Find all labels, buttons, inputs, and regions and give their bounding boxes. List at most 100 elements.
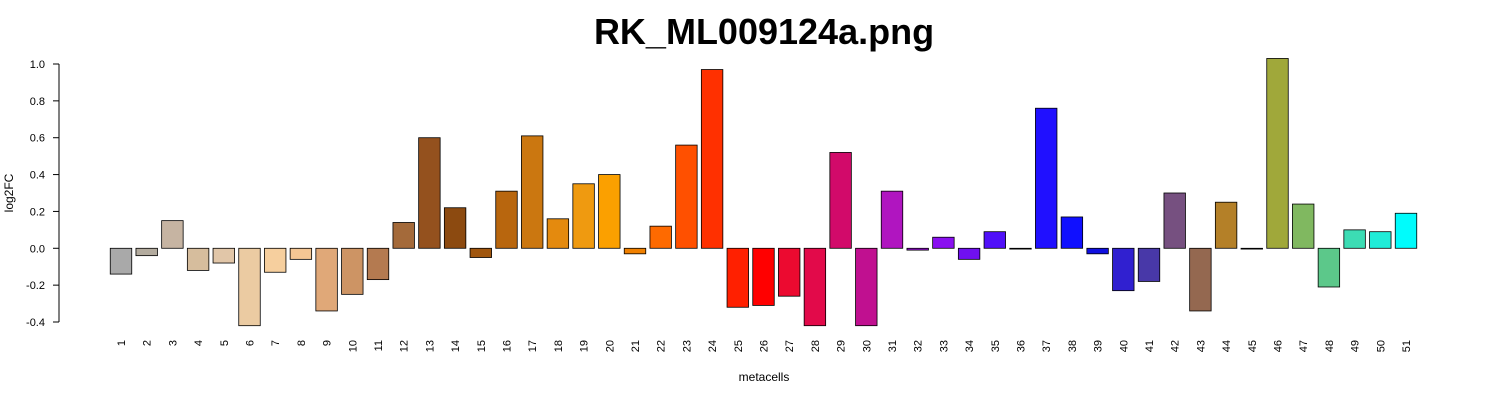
bar-metacell-31 [880, 190, 904, 249]
x-tick-label: 41 [1144, 340, 1156, 352]
bar-metacell-43 [1189, 247, 1212, 312]
y-tick-label: 0.0 [30, 243, 45, 255]
y-tick-label: 1.0 [30, 59, 45, 71]
bar-metacell-40 [1112, 247, 1135, 292]
x-tick-label: 33 [938, 340, 950, 352]
x-tick-label: 28 [810, 340, 822, 352]
bar-metacell-3 [161, 220, 184, 249]
chart-title: RK_ML009124a.png [594, 11, 934, 52]
bar-metacell-17 [521, 135, 544, 249]
bar-metacell-26 [752, 247, 775, 306]
x-tick-label: 19 [579, 340, 591, 352]
bar-metacell-14 [443, 207, 467, 249]
x-tick-label: 40 [1118, 340, 1130, 352]
bar-metacell-18 [546, 218, 570, 249]
bar-metacell-19 [572, 183, 595, 249]
bar-metacell-21 [623, 247, 647, 255]
bar-metacell-51 [1394, 212, 1418, 249]
x-tick-label: 38 [1067, 340, 1079, 352]
x-tick-label: 36 [1016, 340, 1028, 352]
bar-metacell-38 [1060, 216, 1084, 249]
bar-metacell-48 [1317, 247, 1341, 288]
bar-metacell-34 [957, 247, 981, 260]
bar-metacell-6 [238, 247, 261, 327]
bar-metacell-1 [109, 247, 133, 275]
bar-metacell-16 [495, 190, 518, 249]
x-tick-label: 10 [347, 340, 359, 352]
x-axis-label: metacells [739, 370, 790, 384]
bar-metacell-30 [855, 247, 878, 327]
bar-metacell-46 [1266, 58, 1289, 249]
x-tick-label: 1 [116, 340, 128, 346]
x-tick-label: 47 [1298, 340, 1310, 352]
y-tick-label: 0.4 [30, 170, 45, 182]
x-tick-label: 30 [861, 340, 873, 352]
x-tick-label: 44 [1221, 340, 1233, 352]
x-tick-label: 39 [1093, 340, 1105, 352]
x-tick-label: 31 [887, 340, 899, 352]
x-tick-label: 14 [450, 340, 462, 352]
bar-metacell-5 [212, 247, 235, 264]
x-tick-label: 3 [167, 340, 179, 346]
bar-metacell-42 [1163, 192, 1186, 249]
bar-metacell-35 [983, 231, 1006, 249]
x-tick-label: 48 [1324, 340, 1336, 352]
bar-metacell-15 [469, 247, 492, 258]
x-tick-label: 27 [784, 340, 796, 352]
bar-metacell-28 [803, 247, 827, 327]
bar-metacell-36 [1009, 247, 1032, 250]
x-tick-label: 29 [836, 340, 848, 352]
bar-metacell-41 [1137, 247, 1161, 282]
bar-metacell-44 [1214, 201, 1238, 249]
x-tick-label: 8 [296, 340, 308, 346]
x-tick-label: 5 [219, 340, 231, 346]
bar-metacell-2 [135, 247, 158, 257]
x-tick-label: 37 [1041, 340, 1053, 352]
x-tick-label: 7 [270, 340, 282, 346]
x-tick-label: 35 [990, 340, 1002, 352]
y-axis: -0.4 -0.2 0.0 0.2 0.4 0.6 0.8 1.0 [26, 59, 60, 329]
x-tick-label: 22 [656, 340, 668, 352]
bar-metacell-23 [675, 144, 698, 249]
x-tick-label: 9 [322, 340, 334, 346]
bar-metacell-25 [726, 247, 749, 308]
bar-metacell-10 [341, 247, 364, 295]
x-tick-label: 17 [527, 340, 539, 352]
bar-metacell-32 [906, 247, 929, 251]
bar-metacell-13 [418, 137, 441, 249]
bar-metacell-7 [264, 247, 287, 273]
x-tick-label: 4 [193, 340, 205, 346]
y-tick-label: -0.4 [26, 317, 45, 329]
bar-metacell-11 [366, 247, 390, 281]
x-tick-label: 23 [681, 340, 693, 352]
bar-metacell-9 [315, 247, 338, 312]
bars-group [109, 58, 1418, 327]
x-tick-label: 21 [630, 340, 642, 352]
x-tick-label: 46 [1273, 340, 1285, 352]
x-tick-label: 20 [604, 340, 616, 352]
y-tick-label: 0.6 [30, 133, 45, 145]
x-tick-label: 2 [142, 340, 154, 346]
y-tick-label: -0.2 [26, 280, 45, 292]
x-tick-label: 34 [964, 340, 976, 352]
x-tick-label: 42 [1170, 340, 1182, 352]
x-tick-label: 16 [502, 340, 514, 352]
bar-metacell-49 [1343, 229, 1366, 249]
y-tick-label: 0.2 [30, 206, 45, 218]
x-tick-label: 18 [553, 340, 565, 352]
x-tick-label: 12 [399, 340, 411, 352]
bar-metacell-29 [829, 152, 852, 249]
x-tick-label: 6 [245, 340, 257, 346]
bar-metacell-12 [392, 222, 415, 249]
x-tick-label: 51 [1401, 340, 1413, 352]
x-tick-label: 26 [759, 340, 771, 352]
x-tick-label: 25 [733, 340, 745, 352]
bar-metacell-47 [1292, 203, 1315, 249]
bar-metacell-33 [932, 236, 955, 249]
x-tick-label: 50 [1375, 340, 1387, 352]
x-tick-label: 15 [476, 340, 488, 352]
bar-metacell-45 [1240, 247, 1263, 250]
x-tick-label: 45 [1247, 340, 1259, 352]
bar-metacell-8 [289, 247, 313, 260]
bar-metacell-37 [1035, 107, 1058, 249]
